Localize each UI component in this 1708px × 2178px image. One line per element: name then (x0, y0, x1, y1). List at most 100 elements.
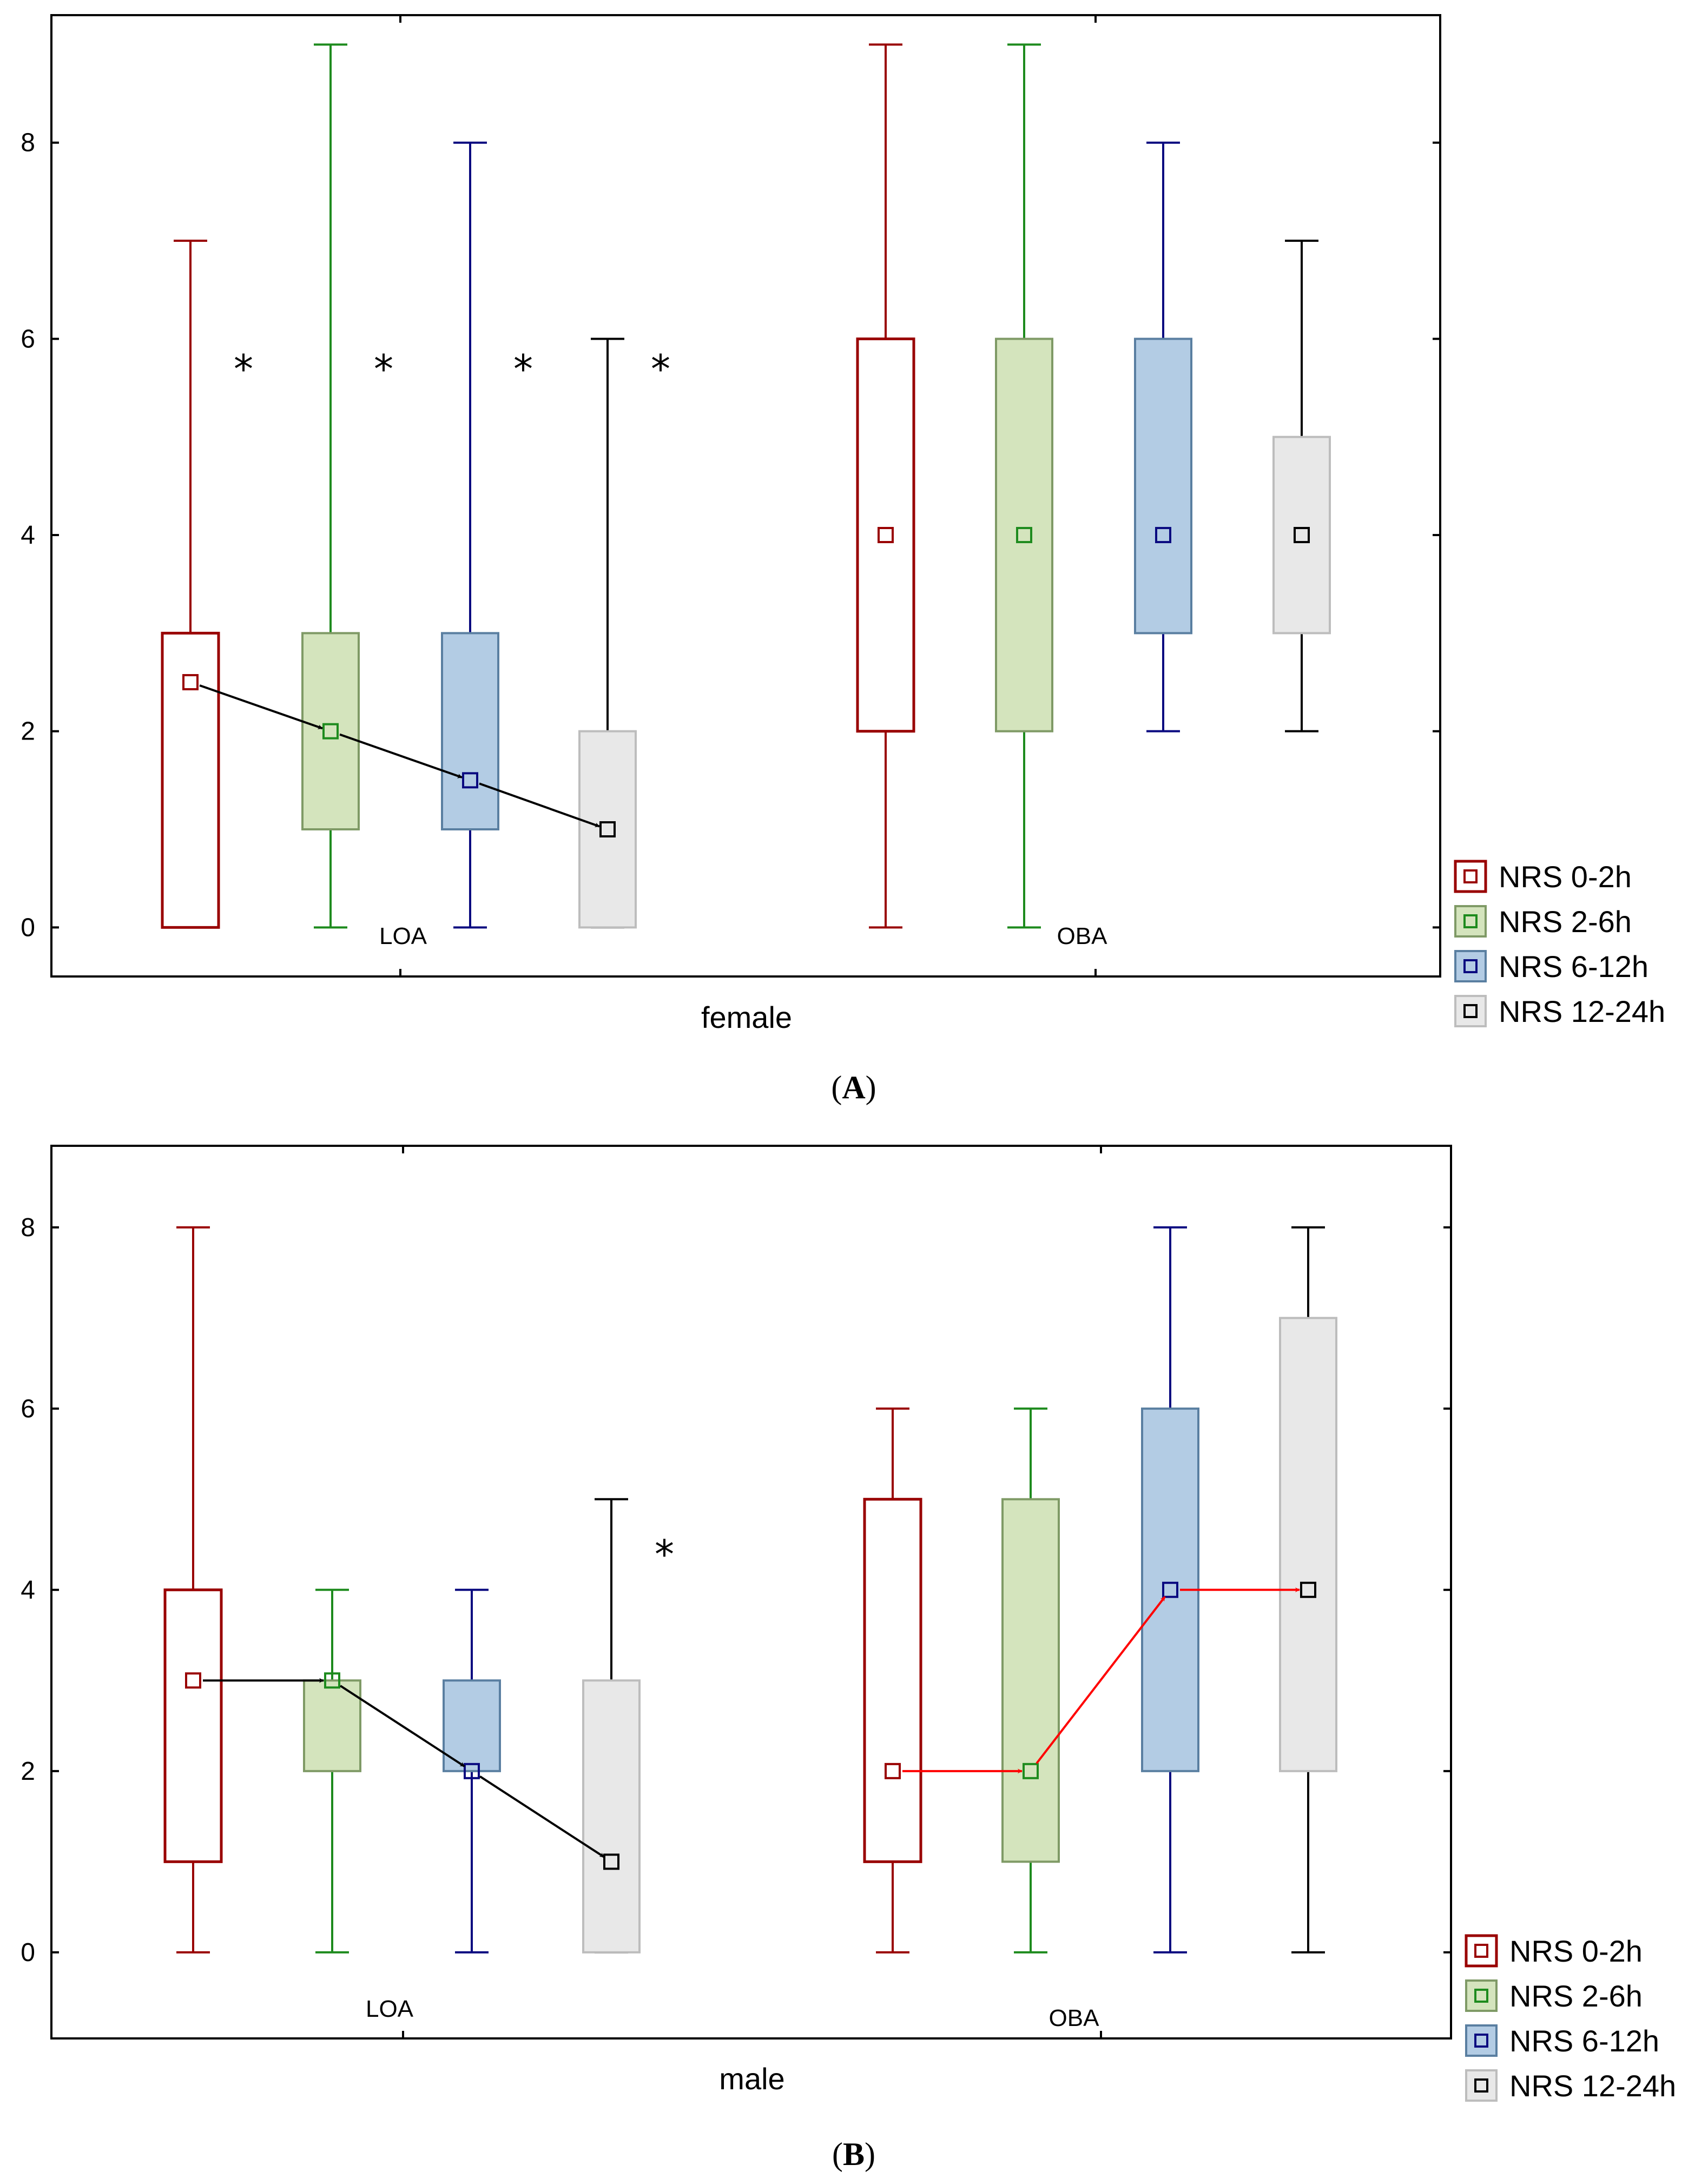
y-tick-label: 2 (21, 717, 35, 746)
median-marker (1155, 527, 1171, 544)
legend-marker-nrs-0-2h (1474, 1944, 1488, 1958)
y-tick-label: 0 (21, 1938, 35, 1967)
y-tick-label: 6 (21, 325, 35, 353)
box-loa-nrs-12-24h (578, 338, 637, 929)
iqr-box (582, 1679, 641, 1953)
legend-swatch-nrs-12-24h (1454, 995, 1487, 1027)
box-loa-nrs-0-2h (161, 240, 220, 929)
y-axis-ticks: 0 2 4 6 8 (21, 129, 1440, 942)
plot-frame (50, 1145, 1452, 2040)
group-label-oba: OBA (1057, 923, 1108, 949)
iqr-box (1134, 338, 1192, 635)
box-oba-nrs-12-24h (1279, 1226, 1337, 1953)
median-marker (324, 1672, 340, 1689)
group-label-oba: OBA (1049, 2005, 1100, 2031)
legend-swatch-nrs-6-12h (1465, 2024, 1498, 2057)
box-loa-nrs-2-6h (303, 1588, 361, 1953)
median-marker (185, 1672, 201, 1689)
panel-label-a: (A) (831, 1070, 876, 1105)
iqr-box (1001, 1498, 1060, 1863)
y-tick-label: 2 (21, 1757, 35, 1786)
median-marker (1023, 1763, 1039, 1779)
iqr-box (303, 1679, 361, 1772)
legend-swatch-nrs-2-6h (1465, 1979, 1498, 2012)
legend-marker-nrs-12-24h (1474, 2078, 1488, 2093)
trend-arrow (340, 1685, 465, 1767)
trend-arrow (199, 684, 323, 730)
box-oba-nrs-12-24h (1272, 240, 1331, 732)
legend-label-nrs-0-2h: NRS 0-2h (1499, 860, 1632, 894)
legend-swatch-nrs-2-6h (1454, 905, 1487, 938)
legend-marker-nrs-2-6h (1463, 914, 1478, 928)
box-loa-nrs-2-6h (301, 43, 360, 929)
iqr-box (441, 632, 499, 831)
legend: NRS 0-2h NRS 2-6h NRS 6-12h NRS 12-24h (1465, 1934, 1676, 2103)
box-oba-nrs-0-2h (863, 1407, 922, 1953)
iqr-box (301, 632, 360, 831)
median-marker (322, 723, 339, 740)
box-oba-nrs-2-6h (995, 43, 1053, 929)
y-tick-label: 0 (21, 913, 35, 942)
median-marker (182, 674, 199, 691)
iqr-box (1141, 1407, 1199, 1772)
trend-arrows (199, 684, 600, 828)
box-loa-nrs-6-12h (443, 1588, 501, 1953)
box-oba-nrs-0-2h (856, 43, 915, 929)
iqr-box (863, 1497, 922, 1863)
box-oba-nrs-6-12h (1134, 141, 1192, 732)
x-axis-ticks (399, 15, 1097, 976)
significance-star: * (513, 346, 533, 392)
legend-label-nrs-12-24h: NRS 12-24h (1499, 994, 1665, 1028)
iqr-box (856, 337, 915, 733)
group-label-loa: LOA (366, 1996, 414, 2022)
median-marker (1300, 1581, 1316, 1598)
x-axis-title: male (719, 2062, 784, 2096)
x-axis-title: female (701, 1000, 792, 1034)
legend-marker-nrs-6-12h (1463, 959, 1478, 973)
box-oba-nrs-6-12h (1141, 1226, 1199, 1953)
median-marker (464, 1763, 480, 1779)
significance-stars: * (655, 1532, 674, 1577)
iqr-box (1279, 1317, 1337, 1772)
median-marker (885, 1763, 901, 1779)
y-tick-label: 4 (21, 521, 35, 550)
box-plots (163, 1226, 1337, 1953)
y-tick-label: 4 (21, 1576, 35, 1605)
legend-label-nrs-6-12h: NRS 6-12h (1509, 2024, 1659, 2058)
iqr-box (578, 730, 637, 929)
iqr-box (995, 338, 1053, 732)
legend-marker-nrs-2-6h (1474, 1989, 1488, 2003)
median-marker (1294, 527, 1310, 544)
legend-label-nrs-2-6h: NRS 2-6h (1499, 905, 1632, 939)
trend-arrow (339, 733, 463, 778)
iqr-box (443, 1679, 501, 1772)
trend-arrow (479, 782, 600, 828)
panel-b: 0 2 4 6 8 * LOA OBA male NRS 0-2h NRS 2-6h N… (21, 1145, 1676, 2172)
trend-arrow (479, 1775, 605, 1858)
significance-star: * (651, 346, 670, 392)
legend-swatch-nrs-12-24h (1465, 2069, 1498, 2102)
trend-arrow (1036, 1596, 1166, 1764)
legend-marker-nrs-0-2h (1463, 869, 1478, 883)
box-oba-nrs-2-6h (1001, 1407, 1060, 1953)
y-tick-label: 8 (21, 1213, 35, 1242)
x-axis-ticks (402, 1146, 1102, 2038)
median-marker (1016, 527, 1032, 544)
iqr-box (1272, 435, 1331, 635)
y-tick-label: 8 (21, 129, 35, 157)
significance-stars: * * * * (234, 346, 670, 392)
legend-label-nrs-0-2h: NRS 0-2h (1509, 1934, 1643, 1968)
y-tick-label: 6 (21, 1395, 35, 1423)
legend-label-nrs-6-12h: NRS 6-12h (1499, 949, 1648, 984)
median-marker (599, 821, 616, 838)
legend: NRS 0-2h NRS 2-6h NRS 6-12h NRS 12-24h (1454, 860, 1665, 1028)
legend-label-nrs-2-6h: NRS 2-6h (1509, 1979, 1643, 2013)
legend-marker-nrs-6-12h (1474, 2034, 1488, 2048)
box-loa-nrs-6-12h (441, 141, 499, 929)
median-marker (1162, 1581, 1178, 1598)
legend-swatch-nrs-6-12h (1454, 950, 1487, 982)
legend-swatch-nrs-0-2h (1454, 860, 1487, 893)
significance-star: * (234, 346, 253, 392)
box-plots (161, 43, 1331, 929)
